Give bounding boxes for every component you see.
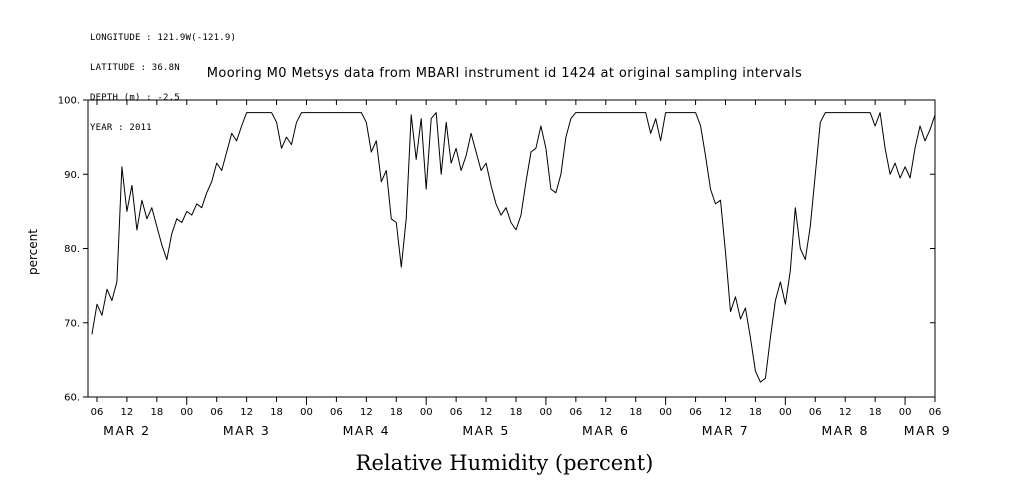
y-tick-label: 100. [58,96,80,107]
x-tick-label: 18 [270,407,283,418]
metadata-block: LONGITUDE : 121.9W(-121.9) LATITUDE : 36… [90,13,236,153]
x-tick-label: 18 [150,407,163,418]
metadata-longitude: LONGITUDE : 121.9W(-121.9) [90,33,237,43]
y-tick-label: 80. [64,244,80,255]
x-tick-label: 00 [420,407,433,418]
chart-title: Mooring M0 Metsys data from MBARI instru… [206,66,803,81]
y-tick-label: 70. [64,318,80,329]
x-tick-label: 06 [569,407,582,418]
date-label: MAR 8 [821,423,868,438]
x-tick-label: 18 [390,407,403,418]
date-label: MAR 3 [223,423,270,438]
x-tick-label: 06 [91,407,104,418]
date-label: MAR 7 [702,423,749,438]
x-tick-label: 12 [480,407,493,418]
metadata-latitude: LATITUDE : 36.8N [90,63,180,73]
x-tick-label: 18 [749,407,762,418]
x-tick-label: 12 [360,407,373,418]
metadata-year: YEAR : 2011 [90,123,152,133]
x-tick-label: 12 [839,407,852,418]
x-tick-label: 06 [929,407,942,418]
date-label: MAR 2 [103,423,150,438]
x-tick-label: 06 [689,407,702,418]
x-tick-label: 12 [240,407,253,418]
x-tick-label: 06 [809,407,822,418]
x-tick-label: 18 [869,407,882,418]
x-tick-label: 00 [899,407,912,418]
x-axis-caption: Relative Humidity (percent) [355,451,654,475]
x-tick-label: 12 [599,407,612,418]
x-tick-label: 00 [540,407,553,418]
y-tick-label: 60. [64,393,80,404]
x-tick-label: 06 [210,407,223,418]
date-label: MAR 5 [462,423,509,438]
x-tick-label: 06 [450,407,463,418]
x-tick-label: 00 [300,407,313,418]
x-tick-label: 00 [180,407,193,418]
x-tick-label: 06 [330,407,343,418]
plot-frame [87,99,936,398]
date-label: MAR 4 [343,423,390,438]
metadata-depth: DEPTH (m) : -2.5 [90,93,180,103]
date-label: MAR 6 [582,423,629,438]
date-label: MAR 9 [904,423,951,438]
x-tick-label: 18 [629,407,642,418]
y-tick-label: 90. [64,170,80,181]
y-axis-title: percent [26,229,40,275]
x-tick-label: 00 [659,407,672,418]
humidity-series-line [91,112,936,383]
x-tick-label: 12 [719,407,732,418]
x-tick-label: 00 [779,407,792,418]
x-tick-label: 18 [510,407,523,418]
x-tick-label: 12 [121,407,134,418]
